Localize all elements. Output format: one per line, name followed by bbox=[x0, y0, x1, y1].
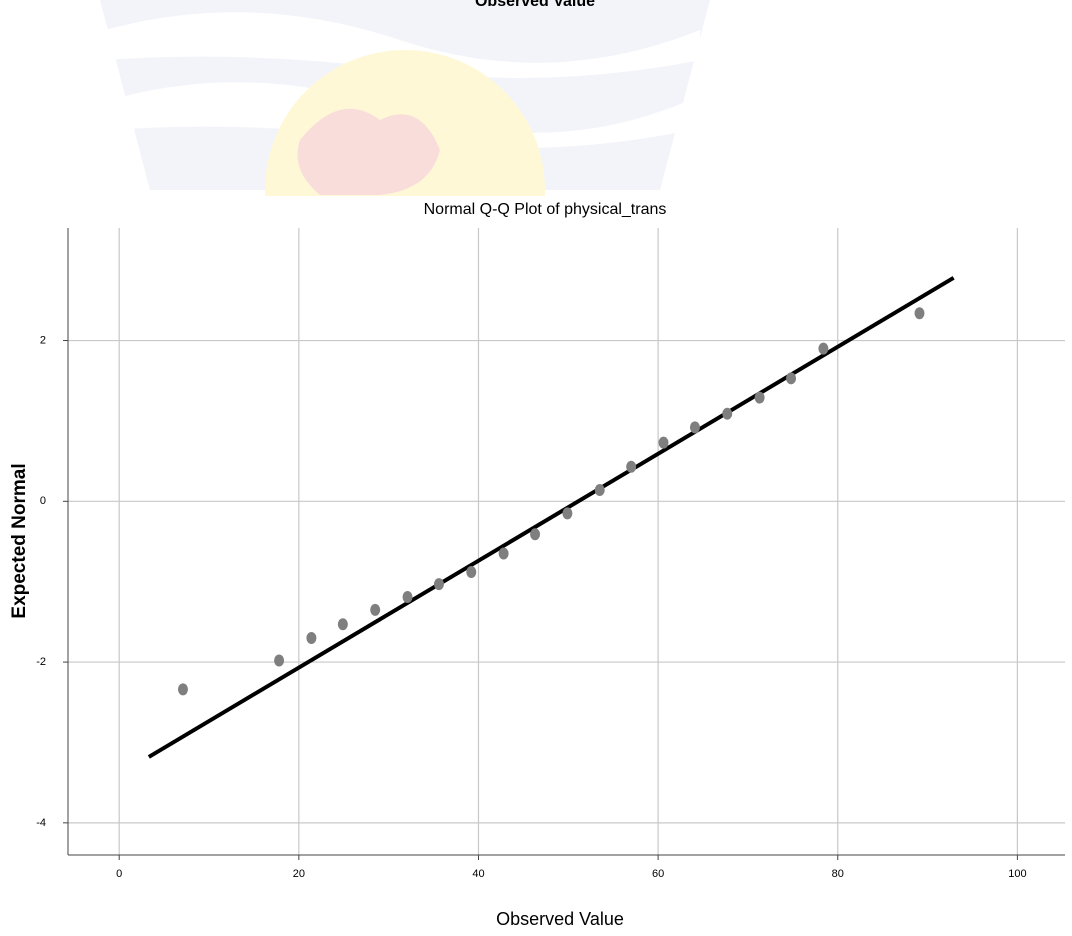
point bbox=[626, 461, 636, 473]
point bbox=[274, 654, 284, 666]
point bbox=[338, 618, 348, 630]
x-tick-label: 80 bbox=[832, 868, 844, 880]
point bbox=[562, 507, 572, 519]
point bbox=[434, 578, 444, 590]
point bbox=[370, 604, 380, 616]
y-axis-label: Expected Normal bbox=[9, 463, 30, 618]
point bbox=[722, 408, 732, 420]
x-tick-label: 0 bbox=[116, 868, 122, 880]
point bbox=[178, 683, 188, 695]
y-tick-label: -4 bbox=[36, 817, 46, 829]
x-tick-label: 40 bbox=[472, 868, 484, 880]
point bbox=[690, 421, 700, 433]
point bbox=[595, 484, 605, 496]
chart: Observed Value Normal Q-Q Plot of physic… bbox=[0, 0, 1072, 936]
y-tick-label: 0 bbox=[40, 495, 46, 507]
watermark bbox=[0, 0, 1072, 936]
x-tick-label: 20 bbox=[293, 868, 305, 880]
point bbox=[786, 372, 796, 384]
point bbox=[530, 528, 540, 540]
point bbox=[659, 437, 669, 449]
point bbox=[403, 591, 413, 603]
point bbox=[914, 307, 924, 319]
x-axis-label: Observed Value bbox=[496, 909, 624, 929]
chart-title: Normal Q-Q Plot of physical_trans bbox=[424, 201, 667, 218]
y-tick-label: -2 bbox=[36, 656, 46, 668]
point bbox=[466, 566, 476, 578]
page: Observed Value Normal Q-Q Plot of physic… bbox=[0, 0, 1072, 936]
x-tick-label: 100 bbox=[1008, 868, 1026, 880]
y-tick-label: 2 bbox=[40, 334, 46, 346]
point bbox=[818, 343, 828, 355]
x-tick-label: 60 bbox=[652, 868, 664, 880]
header-fragment: Observed Value bbox=[475, 0, 595, 10]
point bbox=[499, 548, 509, 560]
point bbox=[306, 632, 316, 644]
point bbox=[755, 392, 765, 404]
